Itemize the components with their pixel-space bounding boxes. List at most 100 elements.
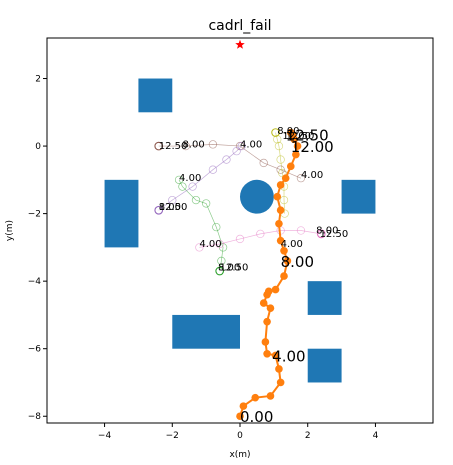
robot-point	[280, 272, 288, 280]
agent-point	[222, 155, 231, 164]
time-annotation: 12.50	[286, 131, 315, 142]
agent-point	[154, 141, 164, 151]
x-tick-label: −2	[166, 431, 179, 441]
time-annotation: 12.50	[220, 263, 249, 274]
y-tick-label: 0	[35, 142, 41, 152]
time-annotation: 4.00	[301, 170, 323, 181]
obstacle-layer	[104, 78, 376, 383]
agent-path	[275, 132, 286, 214]
robot-point	[236, 412, 244, 421]
robot-path	[239, 131, 299, 417]
agent-point	[191, 195, 201, 205]
time-annotation: 0.00	[240, 408, 273, 426]
agent-point	[271, 128, 280, 137]
x-tick-label: −4	[98, 431, 112, 441]
time-annotation: 8.00	[316, 226, 338, 237]
robot-point	[286, 128, 295, 137]
agent-point	[296, 174, 306, 183]
robot-point	[275, 219, 283, 228]
robot-point	[263, 349, 271, 358]
agent-point	[174, 175, 184, 184]
time-annotation: 8.00	[281, 253, 314, 271]
y-tick-label: 2	[35, 75, 41, 85]
agent-point	[259, 158, 268, 168]
agent-point	[181, 141, 190, 151]
robot-point	[276, 181, 285, 189]
x-tick-label: 4	[373, 431, 379, 441]
time-annotation: 12.50	[159, 141, 188, 152]
chart-title: cadrl_fail	[208, 18, 271, 34]
robot-point	[283, 257, 292, 265]
agent-path	[158, 144, 302, 179]
annotation-layer: 0.004.008.0012.0012.508.0012.0012.504.00…	[159, 126, 348, 426]
y-axis-label: y(m)	[5, 220, 15, 241]
agent-point	[316, 229, 326, 239]
robot-point	[280, 246, 288, 255]
y-axis-ticks: −8 −6 −4 −2 0 2	[28, 75, 47, 422]
agent-point	[188, 182, 197, 191]
x-tick-label: 0	[237, 431, 243, 441]
obstacle-rect	[138, 78, 173, 113]
agent-point	[168, 195, 177, 205]
agent-point	[178, 182, 187, 191]
y-tick-label: −4	[28, 277, 42, 287]
time-annotation: 12.50	[286, 126, 329, 144]
agent-point	[256, 229, 265, 239]
x-axis-ticks: −4 −2 0 2 4	[98, 423, 379, 441]
agent-point	[232, 146, 241, 156]
agent-point	[154, 205, 164, 215]
obstacle-rect	[307, 281, 342, 315]
obstacle-rect	[104, 179, 139, 248]
y-tick-label: −6	[28, 345, 42, 355]
agent-point	[217, 256, 226, 266]
agent-point	[201, 199, 211, 208]
robot-point	[281, 174, 290, 182]
y-tick-label: −8	[28, 412, 42, 422]
time-annotation: 8.00	[277, 126, 299, 137]
time-annotation: 8.00	[182, 139, 204, 150]
time-annotation: 12.00	[282, 131, 311, 142]
time-annotation: 4.00	[179, 173, 201, 184]
agent-point	[237, 141, 246, 151]
robot-point	[259, 299, 268, 307]
x-axis-label: x(m)	[229, 450, 250, 460]
robot-layer	[236, 128, 302, 421]
robot-point	[276, 206, 285, 215]
robot-point	[286, 162, 295, 171]
agent-point	[208, 140, 218, 149]
agent-path	[178, 179, 224, 272]
robot-point	[275, 365, 283, 373]
agent-point	[279, 195, 289, 205]
agent-point	[276, 155, 285, 164]
robot-point	[271, 351, 280, 360]
y-tick-label: −2	[28, 210, 41, 220]
robot-point	[266, 304, 275, 312]
robot-point	[266, 392, 275, 400]
agent-point	[273, 135, 282, 144]
obstacle-rect	[307, 348, 342, 383]
agent-path	[158, 145, 242, 211]
obstacle-circle	[239, 179, 274, 214]
obstacle-rect	[341, 179, 376, 214]
robot-point	[276, 236, 285, 245]
robot-point	[271, 285, 280, 294]
agent-point	[276, 165, 285, 174]
time-annotation: 4.00	[281, 239, 303, 250]
time-annotation: 12.50	[159, 202, 188, 213]
agent-point	[208, 165, 218, 174]
agent-point	[218, 243, 228, 252]
goal-layer	[235, 39, 245, 49]
agent-point	[195, 243, 204, 252]
agent-point	[212, 222, 221, 232]
goal-star-icon	[235, 39, 245, 49]
robot-point	[292, 150, 300, 159]
time-annotation: 12.00	[291, 138, 334, 156]
robot-point	[251, 393, 260, 402]
x-tick-label: 2	[305, 431, 311, 441]
agent-point	[296, 226, 306, 235]
agent-point	[215, 266, 225, 276]
time-annotation: 4.00	[272, 347, 305, 365]
time-annotation: 4.00	[240, 139, 262, 150]
agent-layer	[154, 128, 326, 276]
